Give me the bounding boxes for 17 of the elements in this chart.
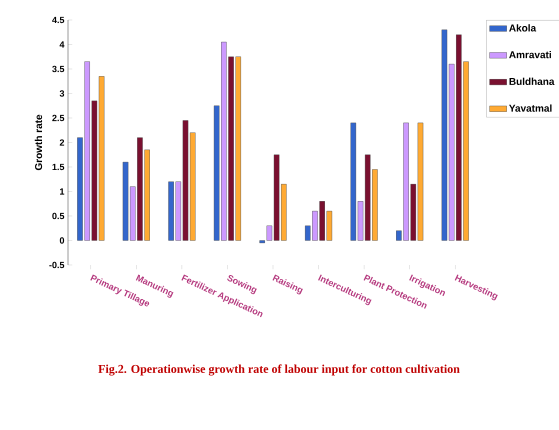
y-tick-label: 2 (60, 139, 64, 146)
y-tick-label: -0.5 (49, 262, 64, 268)
y-axis-title: Growth rate (34, 114, 42, 170)
legend-label: Buldhana (510, 78, 554, 86)
y-tick-label: 0.5 (52, 212, 64, 220)
legend-label: Yavatmal (509, 104, 552, 112)
y-tick-label: 1.5 (52, 164, 64, 170)
y-tick-label: 3 (60, 90, 64, 97)
y-tick-label: 4 (60, 41, 64, 48)
y-tick-label: 2.5 (52, 114, 64, 122)
legend-label: Akola (509, 24, 536, 32)
y-tick-label: 3.5 (52, 66, 64, 72)
y-tick-label: 4.5 (52, 16, 64, 24)
legend-label: Amravati (509, 50, 551, 58)
y-tick-label: 1 (60, 188, 64, 195)
text: Fig.2. Operationwise growth rate of labour input for cotton cultivation (98, 364, 460, 376)
y-tick-label: 0 (60, 237, 64, 244)
